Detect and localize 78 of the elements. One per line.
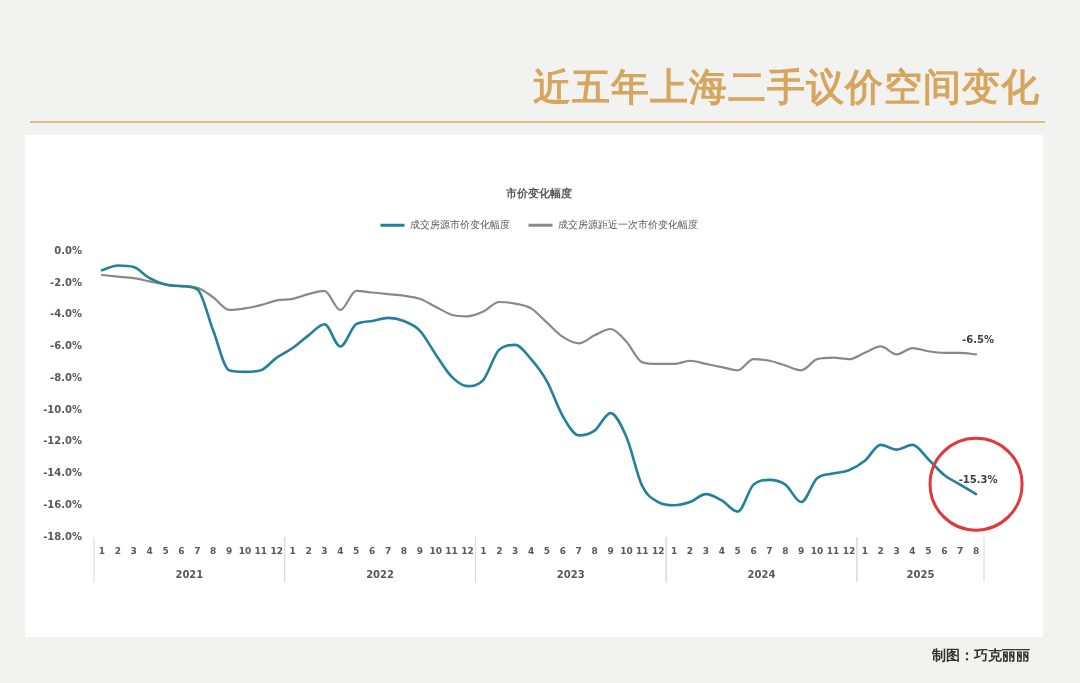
x-tick-label: 7	[194, 545, 201, 556]
y-tick-label: -12.0%	[43, 435, 82, 447]
x-tick-label: 4	[146, 545, 153, 556]
legend-label: 成交房源距近一次市价变化幅度	[557, 218, 698, 230]
x-tick-label: 4	[718, 545, 725, 556]
x-tick-label: 11	[826, 545, 840, 556]
x-tick-label: 4	[527, 545, 535, 556]
text: 2023	[556, 568, 585, 580]
x-tick-label: 1	[289, 545, 296, 556]
x-tick-label: 3	[130, 545, 137, 556]
x-tick-label: 8	[972, 545, 980, 556]
x-tick-label: 10	[238, 545, 252, 556]
x-tick-label: 12	[842, 545, 856, 556]
x-tick-label: 1	[861, 545, 868, 556]
x-tick-label: 2	[114, 545, 121, 556]
x-tick-label: 10	[429, 545, 442, 556]
x-tick-label: 1	[480, 545, 487, 556]
x-tick-label: 8	[210, 545, 217, 556]
x-tick-label: 6	[750, 545, 757, 556]
x-tick-label: 6	[368, 545, 376, 556]
text: 2022	[366, 568, 395, 580]
x-tick-label: 2	[686, 545, 694, 556]
x-tick-label: 12	[651, 545, 665, 556]
y-tick-label: -16.0%	[43, 498, 82, 510]
x-tick-label: 4	[909, 545, 916, 556]
y-tick-label: -6.0%	[50, 340, 82, 352]
x-tick-label: 5	[162, 545, 169, 556]
y-tick-label: -8.0%	[50, 371, 82, 383]
x-tick-label: 6	[178, 545, 185, 556]
x-tick-label: 8	[400, 545, 408, 556]
text: 制图：巧克丽丽	[932, 647, 1030, 665]
x-tick-label: 11	[445, 545, 458, 556]
x-tick-label: 9	[798, 545, 805, 556]
x-tick-label: 3	[702, 545, 710, 556]
x-tick-label: 5	[925, 545, 932, 556]
legend-label: 成交房源市价变化幅度	[409, 218, 510, 230]
text: 2024	[747, 568, 776, 580]
x-tick-label: 10	[810, 545, 824, 556]
text: 2025	[906, 568, 935, 580]
x-tick-label: 9	[225, 545, 233, 556]
chart-subtitle: 市价变化幅度	[505, 187, 572, 201]
x-tick-label: 5	[734, 545, 741, 556]
x-tick-label: 11	[254, 545, 268, 556]
x-tick-label: 2	[877, 545, 884, 556]
x-tick-label: 7	[384, 545, 392, 556]
x-tick-label: 2	[496, 545, 503, 556]
x-tick-label: 7	[957, 545, 964, 556]
x-tick-label: 10	[620, 545, 633, 556]
data-label: -6.5%	[962, 334, 994, 345]
x-tick-label: 5	[543, 545, 551, 556]
y-tick-label: -14.0%	[43, 467, 82, 479]
chart-title: 近五年上海二手议价空间变化	[533, 64, 1040, 111]
x-tick-label: 3	[321, 545, 328, 556]
x-tick-label: 11	[636, 545, 649, 556]
x-tick-label: 12	[461, 545, 474, 556]
x-tick-label: 2	[305, 545, 312, 556]
x-tick-label: 1	[670, 545, 678, 556]
x-tick-label: 12	[270, 545, 284, 556]
text: 2021	[175, 568, 204, 580]
x-tick-label: 6	[559, 545, 566, 556]
x-tick-label: 3	[512, 545, 519, 556]
y-tick-label: 0.0%	[54, 244, 82, 256]
y-tick-label: -2.0%	[50, 276, 82, 288]
y-tick-label: -18.0%	[43, 530, 82, 542]
data-label: -15.3%	[958, 473, 998, 485]
x-tick-label: 4	[337, 545, 344, 556]
y-tick-label: -10.0%	[43, 403, 82, 415]
x-tick-label: 8	[591, 545, 598, 556]
x-tick-label: 9	[607, 545, 614, 556]
x-tick-label: 3	[893, 545, 900, 556]
x-tick-label: 7	[575, 545, 582, 556]
x-tick-label: 9	[416, 545, 423, 556]
x-tick-label: 7	[766, 545, 773, 556]
x-tick-label: 1	[98, 545, 106, 556]
x-tick-label: 5	[353, 545, 360, 556]
x-tick-label: 6	[941, 545, 948, 556]
y-tick-label: -4.0%	[50, 308, 82, 320]
x-tick-label: 8	[782, 545, 789, 556]
